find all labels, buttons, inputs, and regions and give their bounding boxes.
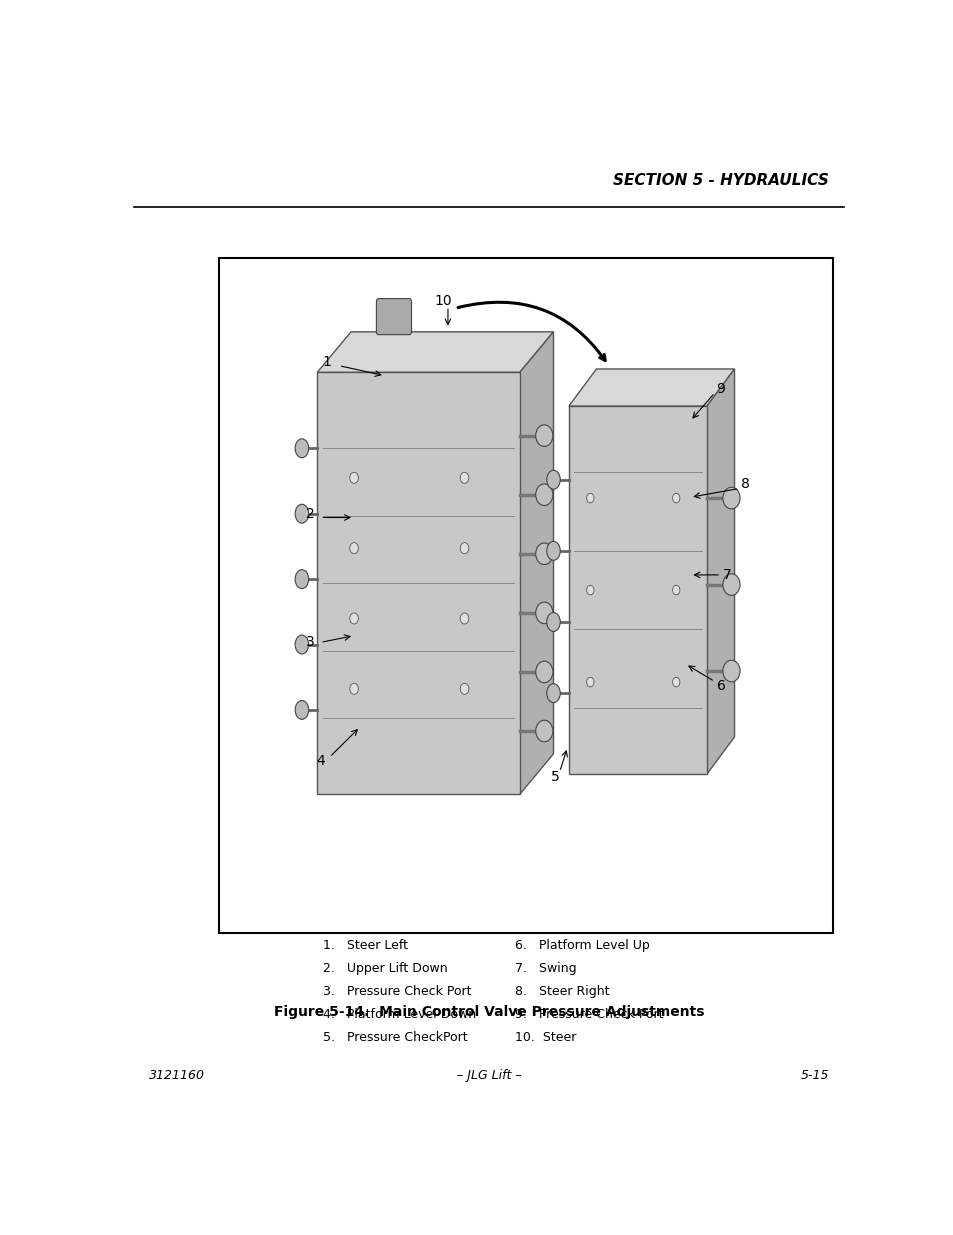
Circle shape xyxy=(586,493,594,503)
Ellipse shape xyxy=(722,488,740,509)
Bar xyxy=(219,258,832,932)
Ellipse shape xyxy=(536,603,553,624)
Text: 9: 9 xyxy=(716,382,724,396)
Text: 3121160: 3121160 xyxy=(149,1068,205,1082)
Text: SECTION 5 - HYDRAULICS: SECTION 5 - HYDRAULICS xyxy=(613,173,828,188)
Bar xyxy=(317,372,519,794)
Text: 8: 8 xyxy=(740,477,749,490)
Circle shape xyxy=(672,585,679,595)
Ellipse shape xyxy=(722,661,740,682)
Ellipse shape xyxy=(294,438,309,458)
Circle shape xyxy=(459,472,468,483)
Ellipse shape xyxy=(546,471,559,489)
Text: Figure 5-14.  Main Control Valve Pressure Adjustments: Figure 5-14. Main Control Valve Pressure… xyxy=(274,1004,703,1019)
Circle shape xyxy=(350,613,358,624)
Text: 5-15: 5-15 xyxy=(800,1068,828,1082)
Circle shape xyxy=(350,683,358,694)
Circle shape xyxy=(672,677,679,687)
Circle shape xyxy=(459,542,468,553)
Circle shape xyxy=(672,493,679,503)
Text: 1: 1 xyxy=(322,356,331,369)
Circle shape xyxy=(586,585,594,595)
Text: 4: 4 xyxy=(315,753,324,768)
Circle shape xyxy=(459,613,468,624)
Circle shape xyxy=(586,677,594,687)
Text: 2.   Upper Lift Down: 2. Upper Lift Down xyxy=(322,962,447,976)
Polygon shape xyxy=(706,369,734,774)
Polygon shape xyxy=(519,332,553,794)
Text: 8.   Steer Right: 8. Steer Right xyxy=(515,986,609,998)
Ellipse shape xyxy=(722,574,740,595)
Text: 3.   Pressure Check Port: 3. Pressure Check Port xyxy=(322,986,471,998)
Text: 5.   Pressure CheckPort: 5. Pressure CheckPort xyxy=(322,1031,467,1044)
Bar xyxy=(568,406,706,774)
Ellipse shape xyxy=(294,635,309,655)
Text: 4.   Platform Level Down: 4. Platform Level Down xyxy=(322,1008,476,1021)
Ellipse shape xyxy=(536,484,553,505)
Ellipse shape xyxy=(536,661,553,683)
Ellipse shape xyxy=(546,613,559,631)
Text: – JLG Lift –: – JLG Lift – xyxy=(456,1068,520,1082)
FancyBboxPatch shape xyxy=(376,299,411,335)
Text: 5: 5 xyxy=(551,771,559,784)
Text: 6.   Platform Level Up: 6. Platform Level Up xyxy=(515,940,649,952)
Ellipse shape xyxy=(294,700,309,719)
Text: 10: 10 xyxy=(434,294,452,309)
Polygon shape xyxy=(568,369,734,406)
Ellipse shape xyxy=(536,543,553,564)
Ellipse shape xyxy=(294,569,309,589)
Ellipse shape xyxy=(546,541,559,561)
Text: 2: 2 xyxy=(305,508,314,521)
Text: 7: 7 xyxy=(722,568,731,582)
Circle shape xyxy=(350,472,358,483)
Text: 7.   Swing: 7. Swing xyxy=(515,962,576,976)
Text: 10.  Steer: 10. Steer xyxy=(515,1031,576,1044)
Text: 9.   Pressure Check Port: 9. Pressure Check Port xyxy=(515,1008,662,1021)
Text: 6: 6 xyxy=(716,679,724,693)
Text: 3: 3 xyxy=(305,636,314,650)
Text: 1.   Steer Left: 1. Steer Left xyxy=(322,940,407,952)
Ellipse shape xyxy=(536,720,553,742)
Circle shape xyxy=(350,542,358,553)
Polygon shape xyxy=(317,332,553,372)
Circle shape xyxy=(459,683,468,694)
Ellipse shape xyxy=(294,504,309,524)
Ellipse shape xyxy=(546,684,559,703)
Ellipse shape xyxy=(536,425,553,446)
